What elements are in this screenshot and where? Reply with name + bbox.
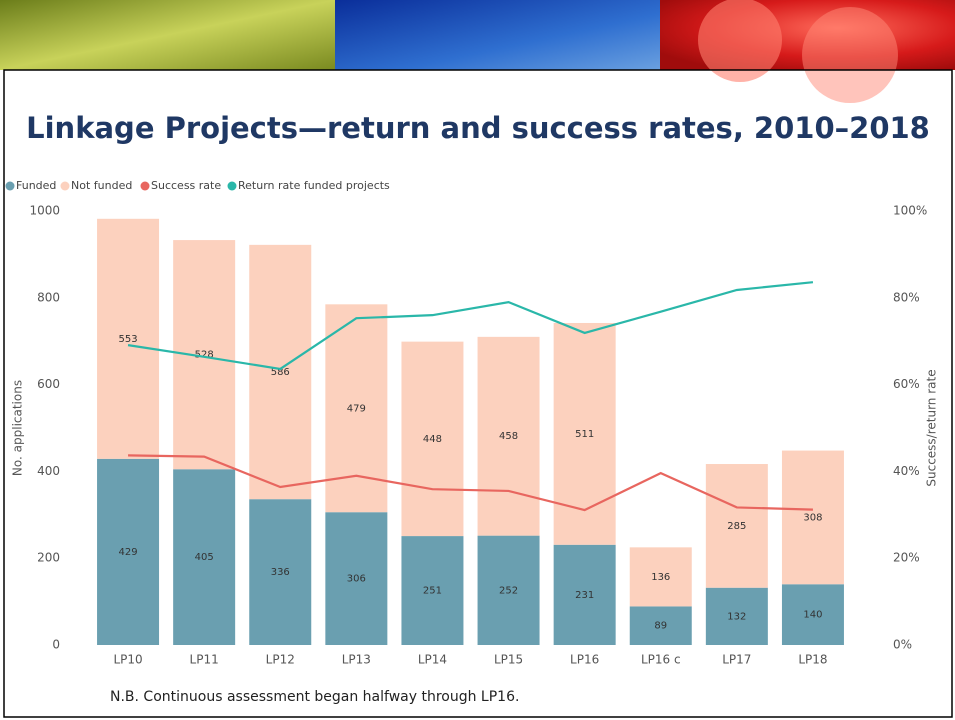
data-label: 231 (575, 590, 594, 601)
data-label: 251 (423, 586, 442, 597)
banner (0, 0, 955, 103)
legend-marker (141, 182, 150, 191)
slide: Linkage Projects—return and success rate… (0, 0, 955, 720)
x-tick-label: LP17 (722, 653, 751, 667)
chart-title: Linkage Projects—return and success rate… (26, 111, 930, 145)
y2-tick-label: 0% (893, 638, 912, 652)
x-tick-label: LP12 (266, 653, 295, 667)
legend-label: Funded (16, 179, 56, 192)
data-label: 479 (347, 403, 366, 414)
x-tick-label: LP18 (798, 653, 827, 667)
data-label: 553 (119, 334, 138, 345)
y-tick-label: 0 (52, 638, 60, 652)
data-label: 89 (654, 621, 667, 632)
x-tick-label: LP14 (418, 653, 447, 667)
data-label: 448 (423, 434, 442, 445)
data-label: 136 (651, 572, 670, 583)
y2-tick-label: 40% (893, 464, 920, 478)
data-label: 132 (727, 611, 746, 622)
y-axis-title: No. applications (11, 380, 25, 476)
y2-tick-label: 100% (893, 204, 927, 218)
legend-label: Success rate (151, 179, 221, 192)
data-label: 308 (803, 512, 822, 523)
x-tick-label: LP13 (342, 653, 371, 667)
x-tick-label: LP11 (190, 653, 219, 667)
y2-axis-title: Success/return rate (925, 369, 939, 486)
data-label: 511 (575, 429, 594, 440)
data-label: 336 (271, 567, 290, 578)
x-tick-label: LP16 (570, 653, 599, 667)
data-label: 429 (119, 547, 138, 558)
y2-tick-label: 20% (893, 551, 920, 565)
legend-label: Return rate funded projects (238, 179, 390, 192)
y2-tick-label: 60% (893, 377, 920, 391)
data-label: 405 (195, 552, 214, 563)
y-tick-label: 200 (37, 551, 60, 565)
data-label: 140 (803, 610, 822, 621)
data-label: 306 (347, 574, 366, 585)
x-tick-label: LP15 (494, 653, 523, 667)
x-tick-label: LP16 c (641, 653, 681, 667)
y-tick-label: 400 (37, 464, 60, 478)
x-tick-label: LP10 (113, 653, 142, 667)
y-tick-label: 600 (37, 377, 60, 391)
legend-marker (61, 182, 70, 191)
y2-tick-label: 80% (893, 290, 920, 304)
data-label: 285 (727, 521, 746, 532)
y-tick-label: 1000 (29, 204, 60, 218)
data-label: 252 (499, 585, 518, 596)
footnote: N.B. Continuous assessment began halfway… (110, 689, 519, 705)
y-tick-label: 800 (37, 290, 60, 304)
legend-label: Not funded (71, 179, 132, 192)
legend-marker (6, 182, 15, 191)
data-label: 458 (499, 431, 518, 442)
legend-marker (228, 182, 237, 191)
